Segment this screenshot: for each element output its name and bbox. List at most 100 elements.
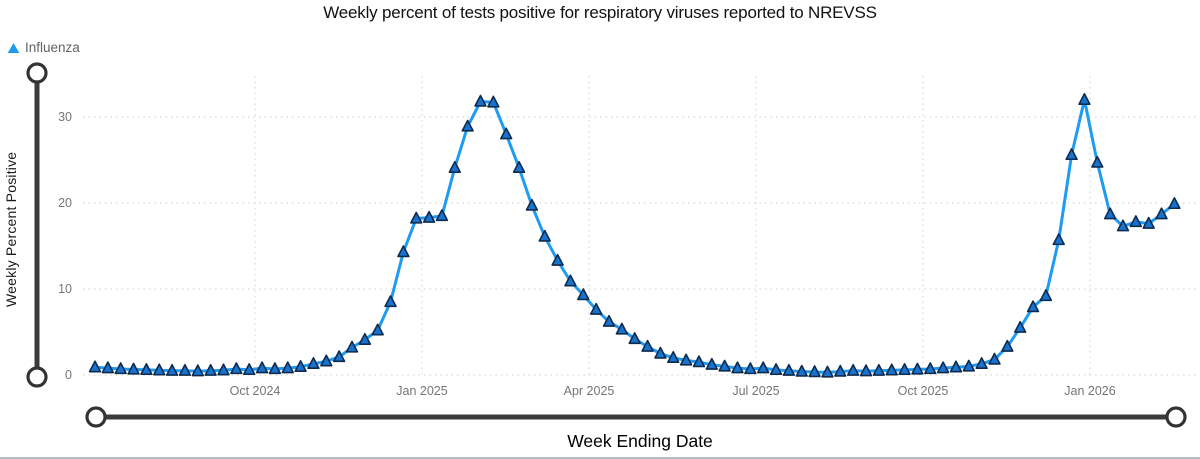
influenza-line bbox=[93, 98, 1176, 374]
influenza-data-point[interactable] bbox=[487, 95, 500, 108]
influenza-data-point[interactable] bbox=[371, 323, 384, 336]
influenza-data-point[interactable] bbox=[782, 363, 796, 376]
influenza-data-point[interactable] bbox=[1052, 233, 1065, 246]
influenza-data-point[interactable] bbox=[641, 339, 654, 352]
influenza-data-point[interactable] bbox=[1155, 207, 1168, 220]
influenza-data-point[interactable] bbox=[191, 364, 204, 377]
influenza-data-point[interactable] bbox=[654, 346, 667, 359]
influenza-data-point[interactable] bbox=[320, 354, 333, 367]
influenza-data-point[interactable] bbox=[255, 361, 269, 374]
influenza-data-point[interactable] bbox=[949, 360, 963, 373]
influenza-legend-marker-icon bbox=[7, 42, 20, 53]
influenza-data-point[interactable] bbox=[410, 211, 423, 224]
influenza-data-point[interactable] bbox=[1168, 197, 1181, 210]
influenza-data-point[interactable] bbox=[911, 362, 924, 375]
influenza-data-point[interactable] bbox=[705, 357, 718, 370]
influenza-data-point[interactable] bbox=[692, 355, 706, 368]
influenza-data-point[interactable] bbox=[757, 361, 770, 374]
influenza-data-point[interactable] bbox=[795, 364, 808, 377]
influenza-data-point[interactable] bbox=[975, 357, 988, 370]
influenza-data-point[interactable] bbox=[165, 363, 179, 376]
influenza-data-point[interactable] bbox=[1026, 300, 1040, 313]
influenza-data-point[interactable] bbox=[101, 361, 115, 374]
influenza-data-point[interactable] bbox=[448, 160, 461, 173]
influenza-data-point[interactable] bbox=[243, 363, 256, 376]
influenza-data-point[interactable] bbox=[268, 362, 282, 375]
influenza-data-point[interactable] bbox=[461, 119, 474, 132]
influenza-data-point[interactable] bbox=[988, 352, 1001, 365]
influenza-data-point[interactable] bbox=[525, 198, 539, 211]
influenza-data-point[interactable] bbox=[898, 363, 911, 376]
influenza-data-point[interactable] bbox=[1116, 219, 1130, 232]
influenza-data-point[interactable] bbox=[217, 363, 230, 376]
influenza-data-point[interactable] bbox=[294, 360, 307, 373]
chart-title: Weekly percent of tests positive for res… bbox=[323, 3, 877, 22]
influenza-data-point[interactable] bbox=[846, 363, 860, 376]
influenza-data-point[interactable] bbox=[307, 357, 320, 370]
influenza-data-point[interactable] bbox=[731, 361, 744, 374]
influenza-data-point[interactable] bbox=[230, 362, 243, 375]
influenza-data-point[interactable] bbox=[1103, 207, 1117, 220]
influenza-data-point[interactable] bbox=[667, 351, 680, 363]
influenza-data-point[interactable] bbox=[1129, 215, 1143, 228]
influenza-data-point[interactable] bbox=[885, 363, 898, 376]
influenza-data-point[interactable] bbox=[500, 127, 513, 140]
influenza-data-point[interactable] bbox=[1142, 216, 1155, 229]
influenza-data-point[interactable] bbox=[821, 365, 834, 378]
influenza-data-point[interactable] bbox=[1078, 93, 1091, 105]
x-range-slider-left-handle[interactable] bbox=[85, 406, 107, 428]
influenza-data-point[interactable] bbox=[435, 209, 449, 222]
influenza-data-point[interactable] bbox=[769, 363, 783, 376]
influenza-data-point[interactable] bbox=[872, 363, 886, 376]
influenza-data-point[interactable] bbox=[834, 364, 847, 377]
influenza-data-point[interactable] bbox=[114, 362, 127, 375]
influenza-data-point[interactable] bbox=[924, 362, 937, 375]
influenza-data-point[interactable] bbox=[602, 314, 616, 327]
influenza-data-point[interactable] bbox=[628, 332, 641, 345]
influenza-data-point[interactable] bbox=[1039, 289, 1053, 302]
x-axis-title: Week Ending Date bbox=[567, 431, 713, 451]
influenza-data-point[interactable] bbox=[422, 210, 436, 223]
influenza-data-point[interactable] bbox=[127, 362, 140, 375]
influenza-data-point[interactable] bbox=[384, 295, 397, 308]
influenza-data-point[interactable] bbox=[718, 359, 731, 372]
y-range-slider-bottom-handle[interactable] bbox=[26, 366, 48, 388]
influenza-data-point[interactable] bbox=[474, 94, 487, 107]
y-range-slider-top-handle[interactable] bbox=[26, 62, 48, 84]
influenza-data-point[interactable] bbox=[564, 274, 577, 287]
influenza-data-point[interactable] bbox=[1091, 155, 1104, 168]
influenza-data-point[interactable] bbox=[345, 340, 359, 353]
legend: Influenza bbox=[7, 40, 80, 55]
influenza-data-point[interactable] bbox=[281, 361, 294, 374]
y-tick-label-20: 20 bbox=[58, 196, 72, 210]
influenza-data-point[interactable] bbox=[577, 288, 590, 301]
influenza-data-point[interactable] bbox=[1001, 339, 1014, 352]
influenza-data-point[interactable] bbox=[859, 364, 873, 377]
influenza-data-point[interactable] bbox=[551, 253, 564, 266]
x-range-slider-right-handle[interactable] bbox=[1165, 406, 1187, 428]
influenza-data-point[interactable] bbox=[88, 360, 102, 373]
x-range-slider[interactable] bbox=[85, 406, 1187, 428]
influenza-data-point[interactable] bbox=[936, 361, 950, 374]
influenza-data-point[interactable] bbox=[140, 363, 153, 376]
influenza-data-point[interactable] bbox=[178, 363, 192, 376]
influenza-data-point[interactable] bbox=[679, 353, 693, 366]
influenza-data-point[interactable] bbox=[512, 160, 526, 173]
influenza-data-point[interactable] bbox=[153, 363, 166, 376]
influenza-data-point[interactable] bbox=[808, 365, 821, 378]
x-tick-label-jul-2025: Jul 2025 bbox=[732, 384, 780, 398]
influenza-data-point[interactable] bbox=[332, 350, 346, 363]
influenza-data-point[interactable] bbox=[538, 229, 551, 242]
y-range-slider[interactable] bbox=[26, 62, 48, 388]
influenza-data-point[interactable] bbox=[615, 322, 629, 335]
influenza-data-point[interactable] bbox=[1014, 320, 1027, 333]
influenza-data-point[interactable] bbox=[589, 302, 603, 315]
influenza-data-point[interactable] bbox=[744, 362, 757, 375]
influenza-data-point[interactable] bbox=[1065, 148, 1078, 161]
influenza-data-point[interactable] bbox=[397, 245, 410, 258]
influenza-data-point[interactable] bbox=[204, 363, 217, 376]
influenza-data-point[interactable] bbox=[358, 332, 372, 345]
influenza-data-point[interactable] bbox=[962, 359, 975, 372]
